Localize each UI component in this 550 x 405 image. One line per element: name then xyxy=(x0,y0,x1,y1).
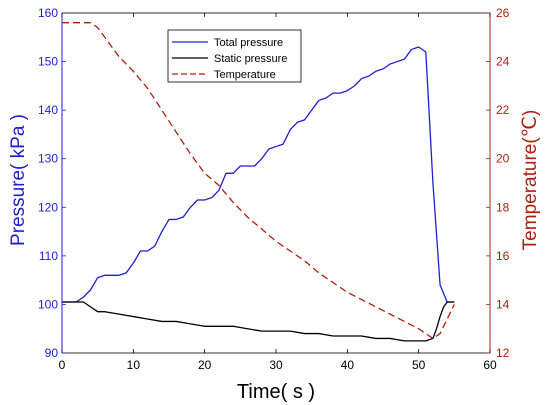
legend-label-static: Static pressure xyxy=(214,53,287,65)
y-left-tick-label: 100 xyxy=(38,297,58,311)
y-right-tick-label: 18 xyxy=(496,200,510,214)
y-right-tick-label: 16 xyxy=(496,249,510,263)
y-left-tick-label: 110 xyxy=(39,249,58,263)
series-temperature-line xyxy=(62,22,455,340)
legend-label-temperature: Temperature xyxy=(214,69,276,81)
y-right-tick-label: 20 xyxy=(496,152,510,166)
y-left-tick-label: 120 xyxy=(38,200,58,214)
y-right-tick-label: 26 xyxy=(496,6,510,20)
legend: Total pressure Static pressure Temperatu… xyxy=(167,29,302,83)
y-right-tick-label: 12 xyxy=(496,346,510,360)
legend-label-total: Total pressure xyxy=(214,37,283,49)
x-tick-label: 60 xyxy=(483,358,497,372)
x-tick-label: 20 xyxy=(198,358,212,372)
x-tick-label: 50 xyxy=(412,358,426,372)
ticks-layer: 0 10 20 30 40 50 60 90 100 110 120 130 140 150 160 12 14… xyxy=(38,6,510,372)
y-right-tick-label: 22 xyxy=(496,103,510,117)
y-left-tick-label: 160 xyxy=(38,6,58,20)
series-static-pressure-line xyxy=(62,301,455,342)
series-total-pressure-line xyxy=(62,46,455,303)
y-left-tick-label: 130 xyxy=(38,152,58,166)
x-tick-label: 30 xyxy=(269,358,283,372)
x-tick-label: 40 xyxy=(341,358,355,372)
series-layer xyxy=(62,22,455,342)
x-axis-label: Time( s ) xyxy=(237,381,315,403)
y-left-tick-label: 150 xyxy=(38,55,58,69)
y-left-tick-label: 140 xyxy=(38,103,58,117)
x-tick-label: 10 xyxy=(127,358,141,372)
y-right-tick-label: 24 xyxy=(496,55,510,69)
y-left-tick-label: 90 xyxy=(45,346,59,360)
x-tick-label: 0 xyxy=(59,358,66,372)
y-axis-left-label: Pressure( kPa ) xyxy=(8,114,29,246)
y-axis-right-label: Temperature(℃) xyxy=(520,110,541,251)
legend-box xyxy=(167,29,302,83)
y-right-tick-label: 14 xyxy=(496,297,510,311)
